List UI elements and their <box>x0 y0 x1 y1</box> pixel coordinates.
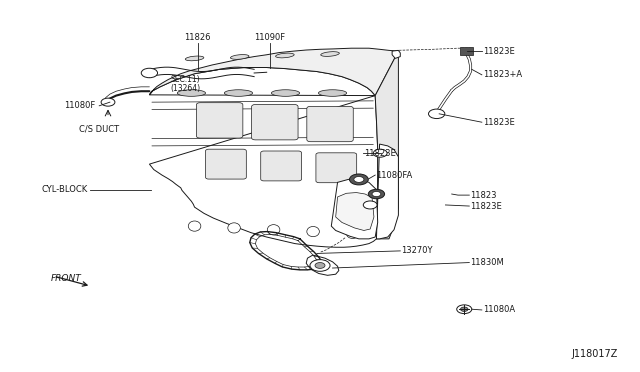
Polygon shape <box>375 51 398 239</box>
Text: (13264): (13264) <box>171 84 201 93</box>
Text: 11823: 11823 <box>470 190 497 200</box>
Text: 13270Y: 13270Y <box>401 246 433 256</box>
Ellipse shape <box>228 223 241 233</box>
Polygon shape <box>149 68 378 247</box>
Text: 11080A: 11080A <box>483 305 515 314</box>
Bar <box>461 48 473 55</box>
Circle shape <box>101 98 115 106</box>
Circle shape <box>315 263 325 268</box>
Circle shape <box>141 68 157 78</box>
Text: C/S DUCT: C/S DUCT <box>79 125 119 134</box>
Ellipse shape <box>276 53 294 58</box>
Text: 11823E: 11823E <box>483 46 515 55</box>
Text: 11823E: 11823E <box>364 149 396 158</box>
Circle shape <box>349 174 368 185</box>
Ellipse shape <box>271 90 300 96</box>
FancyBboxPatch shape <box>307 106 353 142</box>
Text: J118017Z: J118017Z <box>572 349 618 359</box>
FancyBboxPatch shape <box>196 103 243 138</box>
FancyBboxPatch shape <box>205 149 246 179</box>
Text: 11826: 11826 <box>184 33 211 42</box>
Ellipse shape <box>188 221 201 231</box>
Ellipse shape <box>177 90 205 96</box>
Text: 11080FA: 11080FA <box>376 171 413 180</box>
Circle shape <box>461 307 468 311</box>
Ellipse shape <box>321 52 339 57</box>
FancyBboxPatch shape <box>316 153 356 183</box>
Polygon shape <box>306 255 339 275</box>
Text: FRONT: FRONT <box>51 275 81 283</box>
Ellipse shape <box>185 56 204 61</box>
Ellipse shape <box>225 90 253 96</box>
Text: 11830M: 11830M <box>470 258 504 267</box>
Polygon shape <box>336 193 374 231</box>
Text: 11090F: 11090F <box>254 33 285 42</box>
Text: 11823E: 11823E <box>483 118 515 127</box>
Circle shape <box>310 260 330 271</box>
FancyBboxPatch shape <box>260 151 301 181</box>
Circle shape <box>429 109 445 119</box>
Polygon shape <box>332 179 378 239</box>
Circle shape <box>373 149 387 157</box>
Text: SEC.11): SEC.11) <box>171 75 200 84</box>
Polygon shape <box>149 48 398 96</box>
Ellipse shape <box>346 228 359 238</box>
Text: CYL-BLOCK: CYL-BLOCK <box>42 185 88 194</box>
Ellipse shape <box>268 225 280 235</box>
Text: 11080F: 11080F <box>64 101 95 110</box>
Circle shape <box>457 305 472 314</box>
Ellipse shape <box>319 90 347 96</box>
Ellipse shape <box>230 55 249 59</box>
Circle shape <box>364 201 377 209</box>
FancyBboxPatch shape <box>252 105 298 140</box>
Circle shape <box>368 189 385 199</box>
Polygon shape <box>376 144 398 239</box>
Text: 11823+A: 11823+A <box>483 70 522 79</box>
Polygon shape <box>392 50 400 58</box>
Text: 11823E: 11823E <box>470 202 502 211</box>
Circle shape <box>354 177 364 182</box>
Circle shape <box>372 192 381 196</box>
Ellipse shape <box>307 227 319 237</box>
